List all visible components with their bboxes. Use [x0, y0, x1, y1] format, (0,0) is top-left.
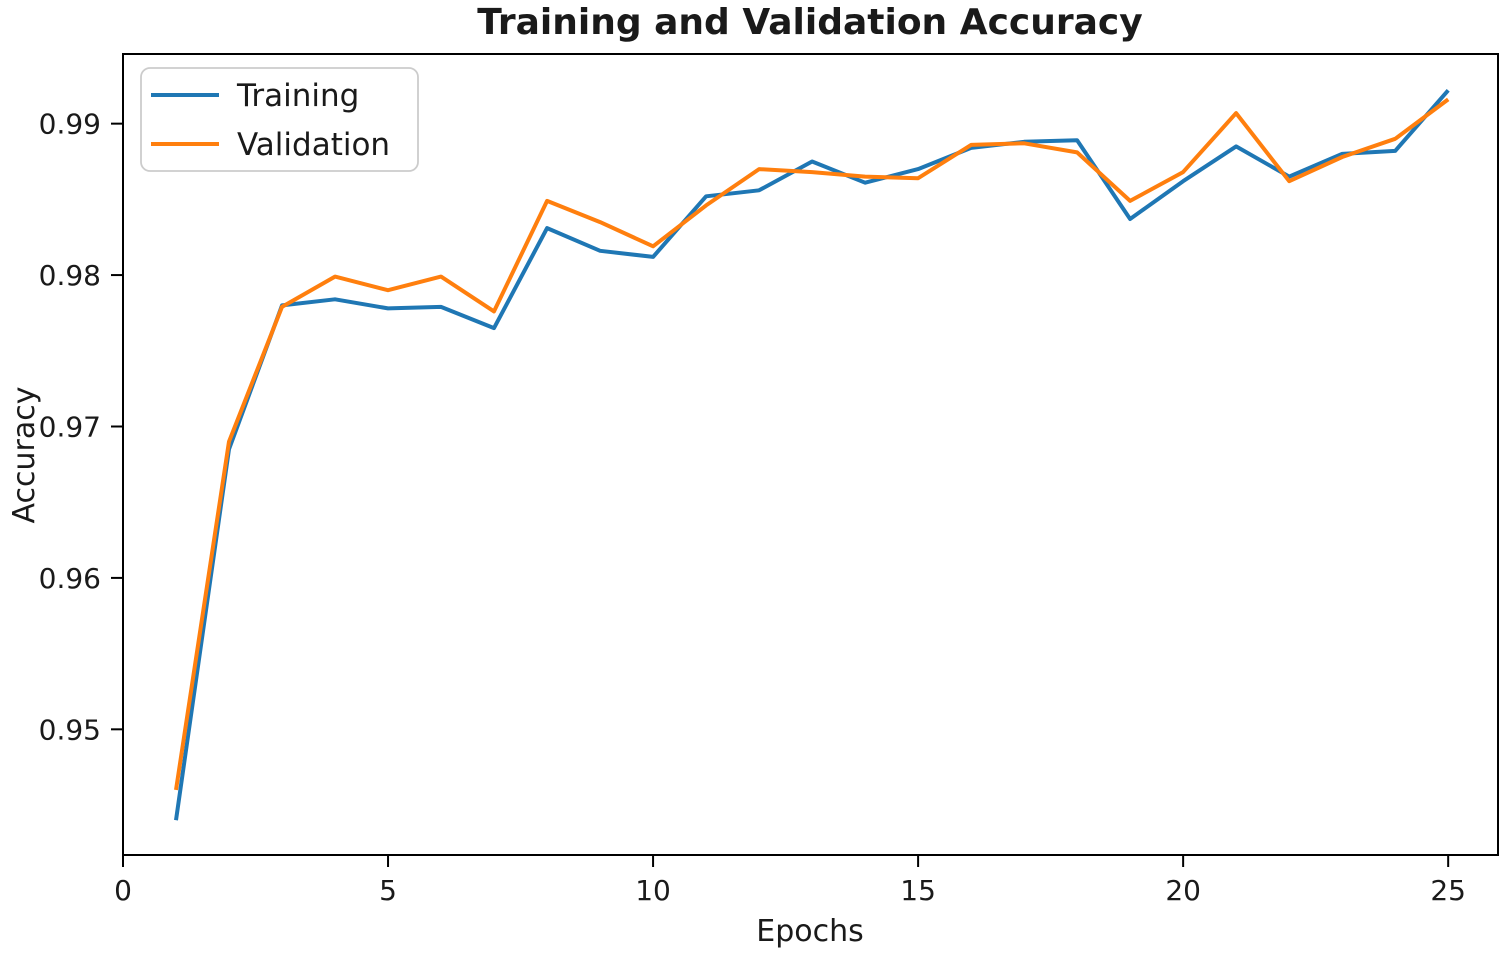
legend: Training Validation	[140, 67, 419, 172]
x-axis-label: Epochs	[756, 914, 864, 949]
y-tick-label: 0.95	[39, 713, 101, 746]
training-line	[174, 88, 1450, 821]
plot-border	[122, 53, 1499, 856]
x-tick-label: 20	[1165, 874, 1201, 907]
y-tick-label: 0.96	[39, 562, 101, 595]
x-tick-label: 5	[379, 874, 397, 907]
y-tick-label: 0.97	[39, 410, 101, 443]
x-tick-label: 0	[114, 874, 132, 907]
y-axis-ticks: 0.95 0.96 0.97 0.98 0.99	[39, 108, 123, 746]
x-axis-ticks: 0 5 10 15 20 25	[114, 855, 1466, 907]
legend-training-label: Training	[236, 78, 359, 114]
validation-line	[174, 97, 1450, 791]
y-tick-label: 0.99	[39, 108, 101, 141]
x-tick-label: 10	[635, 874, 671, 907]
x-tick-label: 25	[1430, 874, 1466, 907]
x-tick-label: 15	[900, 874, 936, 907]
legend-validation-label: Validation	[237, 127, 390, 163]
y-axis-label: Accuracy	[7, 387, 42, 524]
y-tick-label: 0.98	[39, 259, 101, 292]
chart-title: Training and Validation Accuracy	[477, 2, 1143, 43]
series-lines	[174, 88, 1450, 821]
